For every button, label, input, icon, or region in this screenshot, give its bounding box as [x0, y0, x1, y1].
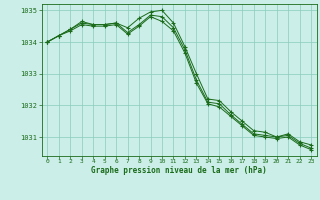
- X-axis label: Graphe pression niveau de la mer (hPa): Graphe pression niveau de la mer (hPa): [91, 166, 267, 175]
